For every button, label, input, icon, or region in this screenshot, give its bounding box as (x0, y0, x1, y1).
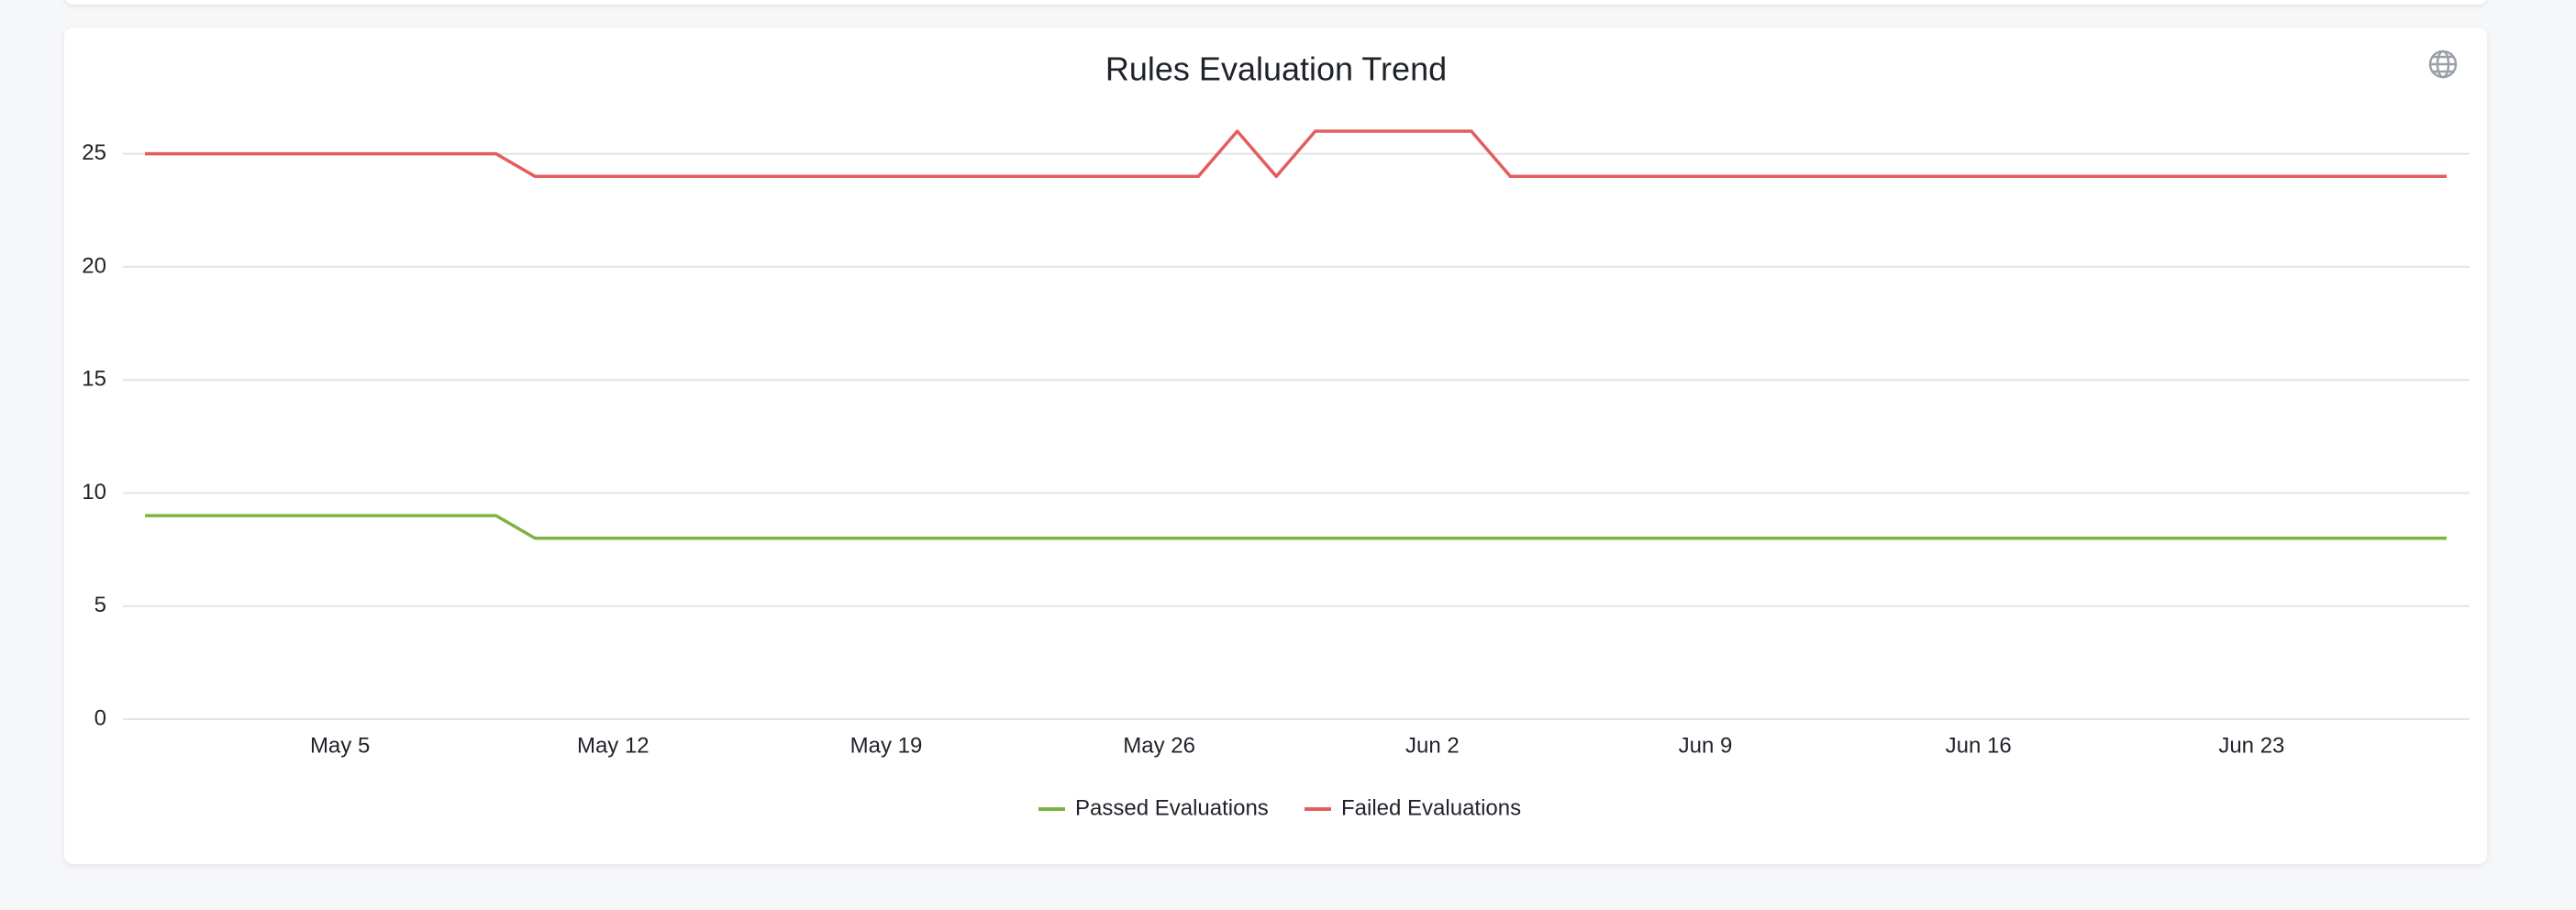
y-tick-label: 20 (82, 253, 106, 278)
y-tick-label: 5 (94, 593, 106, 617)
x-tick-label: Jun 9 (1679, 733, 1733, 758)
y-tick-label: 10 (82, 480, 106, 505)
x-tick-label: May 12 (577, 733, 650, 758)
y-tick-label: 25 (82, 140, 106, 165)
chart-title: Rules Evaluation Trend (1105, 50, 1447, 88)
x-tick-label: Jun 23 (2218, 733, 2284, 758)
top-card (64, 0, 2487, 5)
x-tick-label: May 5 (310, 733, 370, 758)
y-tick-label: 15 (82, 367, 106, 392)
series-line (145, 514, 2447, 540)
x-tick-label: Jun 16 (1946, 733, 2012, 758)
x-tick-label: May 26 (1123, 733, 1195, 758)
globe-icon[interactable] (2428, 50, 2458, 79)
y-tick-label: 0 (94, 705, 106, 730)
legend-label[interactable]: Passed Evaluations (1075, 795, 1269, 820)
x-tick-label: Jun 2 (1405, 733, 1460, 758)
series-line (145, 129, 2447, 179)
legend-label[interactable]: Failed Evaluations (1341, 795, 1521, 820)
x-tick-label: May 19 (850, 733, 923, 758)
chart-card (64, 28, 2487, 864)
